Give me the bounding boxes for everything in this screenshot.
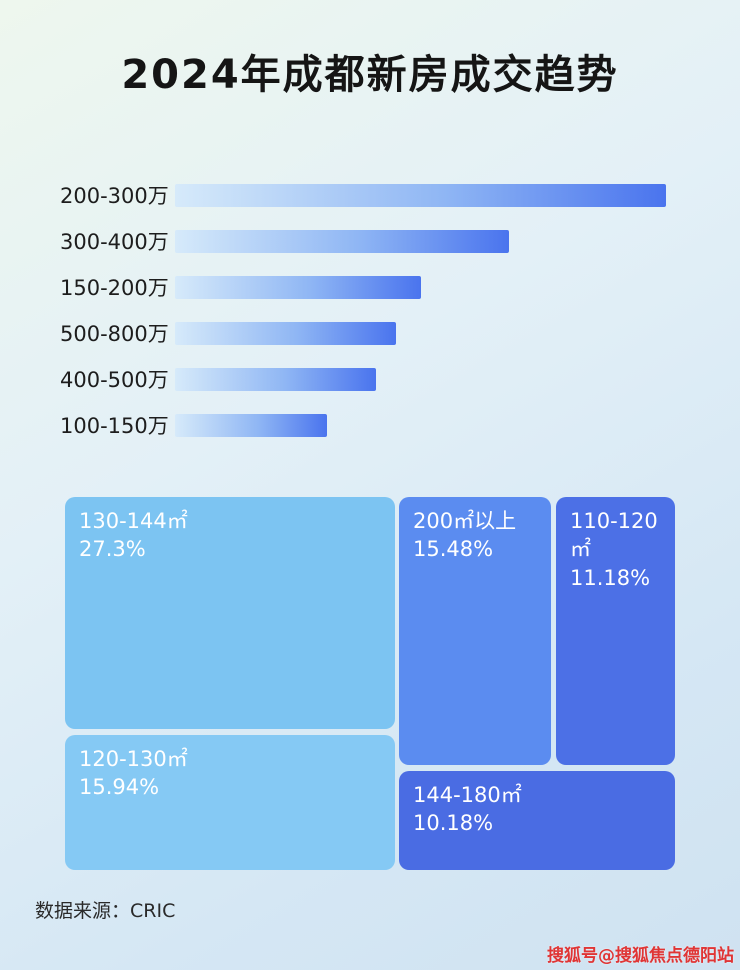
bar <box>175 413 328 437</box>
bar-track <box>175 413 666 437</box>
bar-track <box>175 275 666 299</box>
treemap-block-130-144: 130-144㎡ 27.3% <box>65 497 395 729</box>
watermark-text: 搜狐号@搜狐焦点德阳站 <box>547 946 734 966</box>
treemap-block-value: 11.18% <box>570 565 651 590</box>
bar <box>175 275 421 299</box>
treemap-block-value: 27.3% <box>79 537 146 562</box>
bar <box>175 367 377 391</box>
treemap-block-label: 130-144㎡ <box>79 509 188 533</box>
treemap-block-value: 15.48% <box>413 537 494 562</box>
bar-label: 300-400万 <box>60 230 169 254</box>
treemap-block-144-180: 144-180㎡ 10.18% <box>399 771 675 870</box>
treemap-block-200-plus: 200㎡以上 15.48% <box>399 497 551 765</box>
treemap-block-label: 144-180㎡ <box>413 783 522 807</box>
bar-row: 150-200万 <box>60 264 666 310</box>
bar-row: 200-300万 <box>60 172 666 218</box>
bar-chart: 200-300万 300-400万 150-200万 500-800万 400-500万… <box>60 172 666 448</box>
treemap-block-label: 200㎡以上 <box>413 509 517 533</box>
treemap-block-110-120: 110-120㎡ 11.18% <box>556 497 675 765</box>
bar-label: 150-200万 <box>60 276 169 300</box>
bar <box>175 183 666 207</box>
treemap-block-label: 120-130㎡ <box>79 747 188 771</box>
treemap-block-value: 15.94% <box>79 775 160 800</box>
treemap-block-label: 110-120㎡ <box>570 509 658 562</box>
bar-label: 200-300万 <box>60 184 169 208</box>
bar-row: 400-500万 <box>60 356 666 402</box>
bar-track <box>175 321 666 345</box>
bar-row: 500-800万 <box>60 310 666 356</box>
bar-row: 100-150万 <box>60 402 666 448</box>
bar-track <box>175 183 666 207</box>
bar-label: 500-800万 <box>60 322 169 346</box>
bar-track <box>175 229 666 253</box>
page-title: 2024年成都新房成交趋势 <box>121 52 619 98</box>
bar-label: 100-150万 <box>60 414 169 438</box>
bar-track <box>175 367 666 391</box>
bar-row: 300-400万 <box>60 218 666 264</box>
treemap-block-value: 10.18% <box>413 811 494 836</box>
data-source-text: 数据来源：CRIC <box>35 900 176 922</box>
treemap-chart: 130-144㎡ 27.3% 200㎡以上 15.48% 110-120㎡ 11… <box>65 497 675 870</box>
treemap-block-120-130: 120-130㎡ 15.94% <box>65 735 395 870</box>
bar <box>175 229 509 253</box>
bar <box>175 321 396 345</box>
bar-label: 400-500万 <box>60 368 169 392</box>
